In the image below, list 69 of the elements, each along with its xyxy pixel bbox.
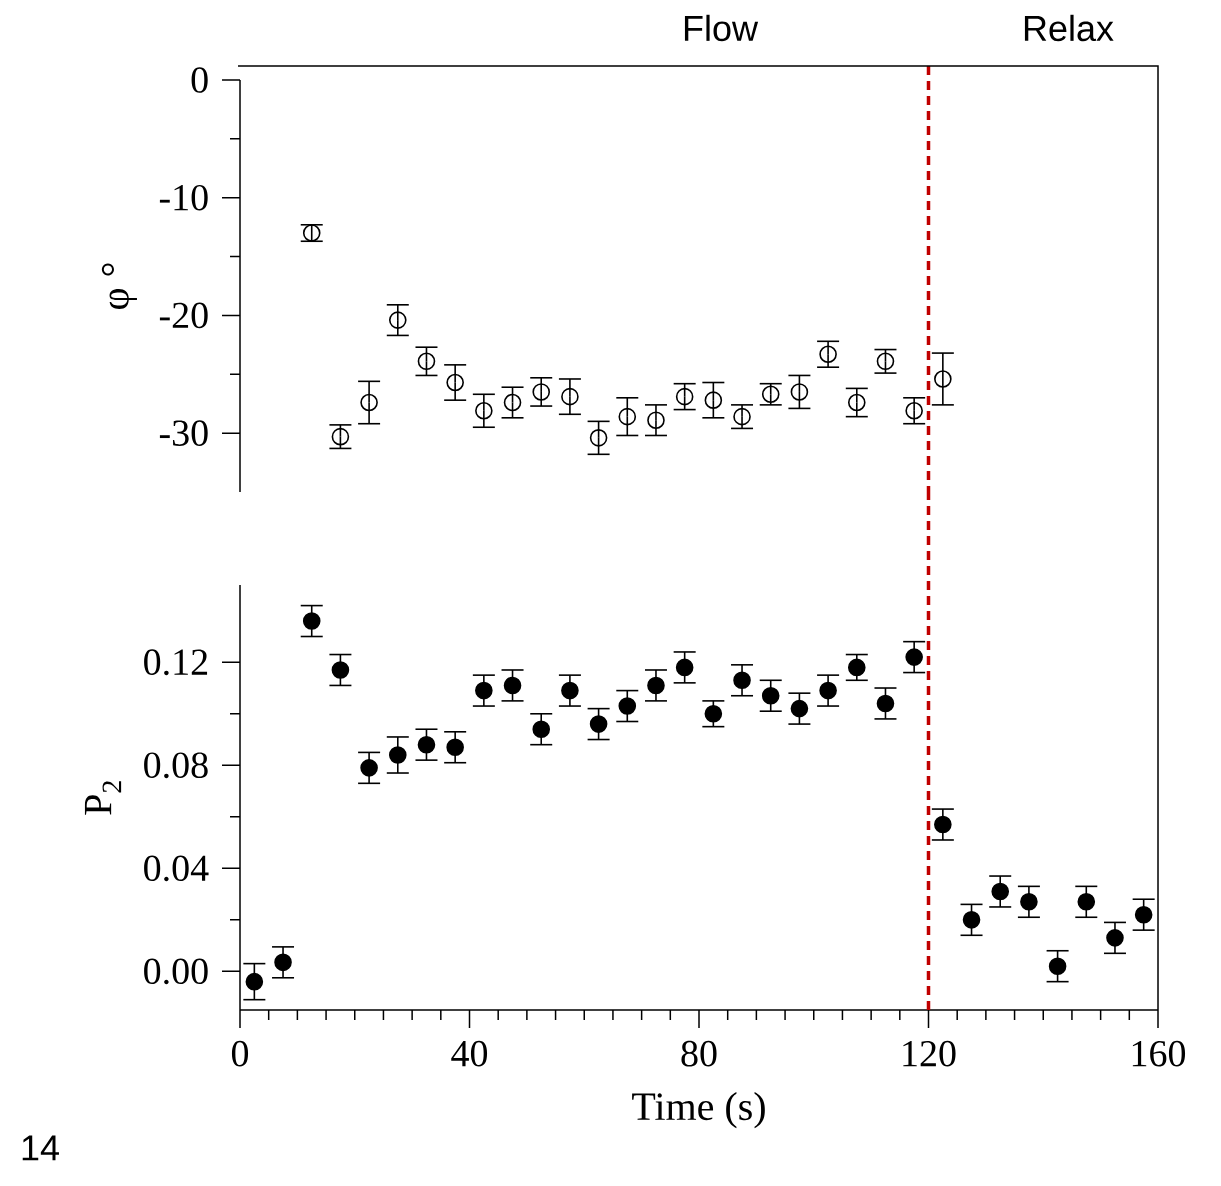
point: [934, 370, 952, 388]
point: [819, 681, 837, 700]
point: [704, 391, 723, 409]
point: [733, 671, 751, 690]
point: [819, 345, 837, 364]
point: [1077, 893, 1096, 911]
x-tick-label: 40: [451, 1040, 488, 1067]
point: [245, 972, 264, 991]
x-tick-label: 80: [681, 1040, 717, 1067]
point: [790, 699, 809, 718]
point: [675, 387, 694, 406]
point: [1134, 905, 1153, 924]
point: [905, 401, 923, 420]
point: [475, 401, 493, 420]
point: [446, 373, 464, 392]
point: [1020, 893, 1038, 911]
x-tick-label: 160: [1132, 1040, 1186, 1067]
point: [561, 387, 579, 406]
point: [761, 686, 780, 705]
point: [417, 735, 436, 754]
x-tick-label: 120: [903, 1040, 956, 1067]
y-axis-title: φ °: [101, 263, 137, 309]
point: [1106, 929, 1124, 947]
point: [503, 393, 522, 412]
point: [962, 911, 981, 929]
point: [589, 715, 608, 733]
point: [790, 383, 809, 401]
point: [561, 681, 579, 700]
point: [847, 393, 866, 412]
y-axis-title: P$_{2}$: [84, 781, 122, 815]
point: [934, 815, 952, 834]
text: Flow: [684, 14, 759, 42]
x-axis-title: Time (s): [632, 1092, 765, 1129]
y-tick-label: -10: [159, 184, 208, 211]
text: Relax: [1024, 14, 1114, 42]
point: [446, 738, 464, 757]
point: [417, 352, 436, 371]
point: [704, 704, 723, 723]
point: [847, 658, 866, 677]
point: [647, 411, 665, 429]
point: [1048, 957, 1067, 975]
point: [905, 648, 923, 666]
point: [532, 720, 551, 739]
y-tick-label: 0.00: [144, 958, 208, 985]
text: 14: [22, 1135, 59, 1161]
point: [675, 658, 694, 677]
point: [618, 407, 637, 426]
y-tick-label: 0.04: [144, 855, 209, 882]
point: [274, 953, 292, 972]
point: [503, 676, 522, 695]
y-tick-label: 0.12: [144, 649, 208, 676]
point: [388, 746, 407, 764]
point: [302, 612, 321, 630]
x-tick-label: 0: [231, 1040, 249, 1067]
y-tick-label: -30: [159, 420, 208, 446]
point: [331, 661, 350, 679]
point: [360, 393, 378, 412]
point: [388, 311, 407, 329]
point: [589, 429, 608, 447]
y-tick-label: 0: [191, 67, 208, 93]
point: [532, 383, 551, 401]
y-tick-label: -20: [159, 302, 208, 329]
point: [991, 882, 1010, 901]
point: [475, 681, 493, 700]
point: [618, 697, 637, 715]
point: [876, 694, 895, 713]
y-tick-label: 0.08: [144, 752, 208, 779]
point: [647, 676, 665, 695]
point: [360, 759, 378, 777]
